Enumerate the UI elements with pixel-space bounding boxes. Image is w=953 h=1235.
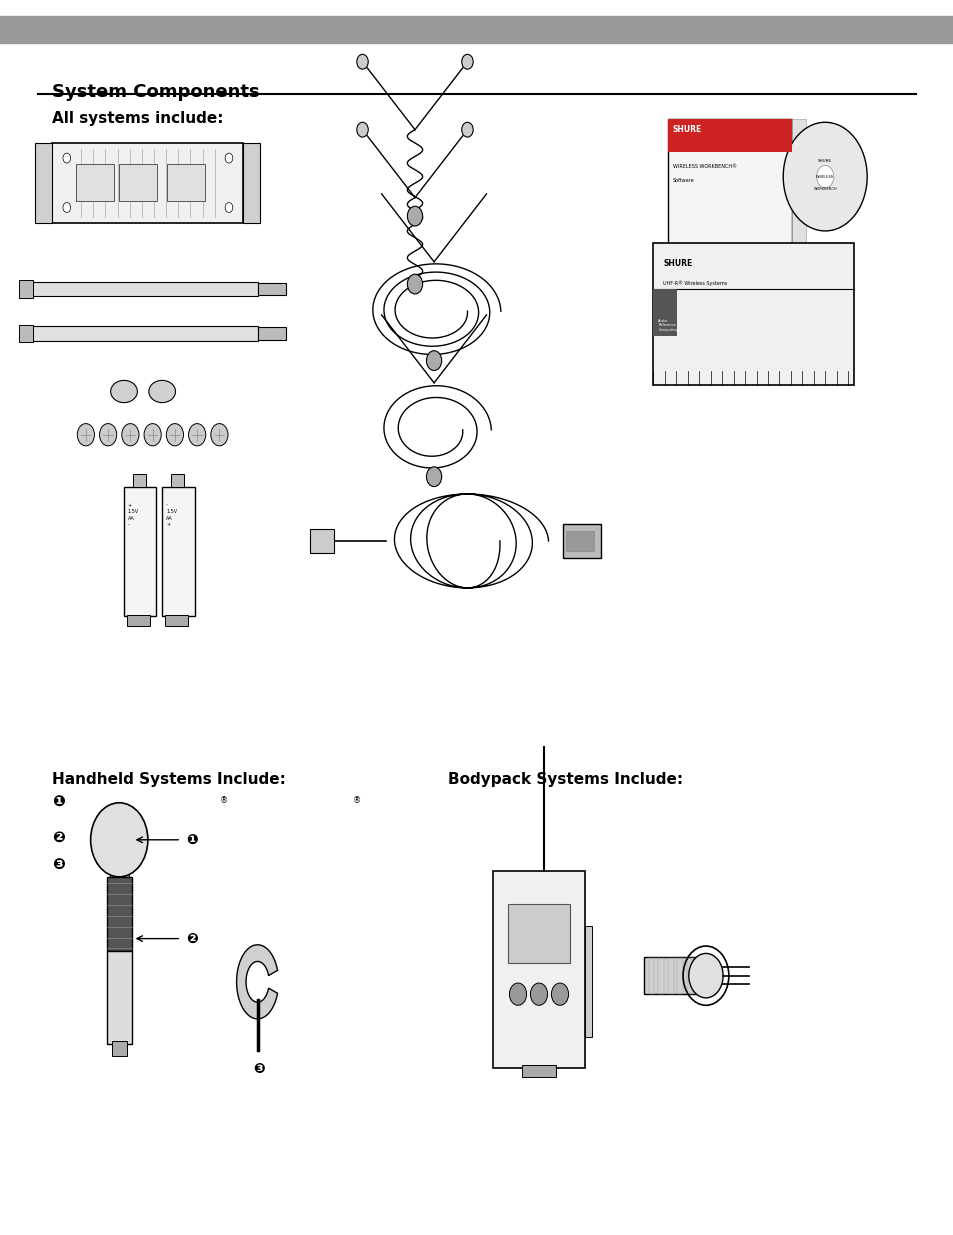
Bar [29, 326, 257, 341]
Bar [565, 531, 594, 551]
Bar [112, 1041, 127, 1056]
Text: ❸: ❸ [253, 1062, 264, 1076]
Circle shape [225, 203, 233, 212]
Bar [19, 280, 33, 298]
Bar [653, 243, 853, 385]
Bar [791, 119, 805, 247]
Bar [162, 487, 194, 616]
Text: ❷: ❷ [186, 931, 197, 946]
Circle shape [63, 153, 71, 163]
Bar [29, 282, 257, 296]
Circle shape [461, 122, 473, 137]
Circle shape [211, 424, 228, 446]
Circle shape [426, 467, 441, 487]
Bar [52, 142, 243, 224]
Text: SHURE: SHURE [672, 125, 701, 133]
Circle shape [688, 953, 722, 998]
Polygon shape [236, 945, 277, 1019]
Circle shape [551, 983, 568, 1005]
Circle shape [356, 54, 368, 69]
Text: UHF-R® Wireless Systems: UHF-R® Wireless Systems [662, 280, 726, 287]
Text: WIRELESS WORKBENCH®: WIRELESS WORKBENCH® [672, 164, 736, 169]
Circle shape [407, 206, 422, 226]
Bar [132, 474, 146, 487]
Circle shape [426, 351, 441, 370]
Bar [310, 529, 334, 553]
Bar [110, 840, 129, 877]
Text: SHURE: SHURE [662, 259, 692, 268]
Text: ®: ® [219, 795, 228, 805]
Circle shape [782, 122, 866, 231]
Bar [257, 283, 286, 295]
Circle shape [509, 983, 526, 1005]
Circle shape [122, 424, 139, 446]
Text: -
1.5V
AA
+: - 1.5V AA + [166, 503, 177, 527]
Text: WIRELESS: WIRELESS [816, 174, 833, 179]
Circle shape [530, 983, 547, 1005]
Bar [653, 289, 677, 336]
Bar [667, 957, 673, 994]
Circle shape [166, 424, 183, 446]
Circle shape [225, 153, 233, 163]
Bar [667, 119, 791, 247]
Circle shape [99, 424, 116, 446]
Text: ❶: ❶ [186, 832, 197, 847]
Bar [686, 957, 692, 994]
Bar [167, 164, 205, 201]
Text: +
1.5V
AA
-: + 1.5V AA - [128, 503, 139, 527]
Circle shape [144, 424, 161, 446]
Text: ❷: ❷ [52, 830, 65, 845]
Text: All systems include:: All systems include: [52, 111, 224, 126]
Text: Bodypack Systems Include:: Bodypack Systems Include: [448, 772, 682, 787]
Bar [127, 615, 150, 626]
Circle shape [356, 122, 368, 137]
Bar [677, 957, 682, 994]
Circle shape [816, 165, 833, 188]
Ellipse shape [149, 380, 175, 403]
Bar [667, 119, 791, 152]
Bar [107, 951, 132, 1044]
Bar [257, 327, 286, 340]
Circle shape [91, 803, 148, 877]
Bar [648, 957, 654, 994]
Circle shape [407, 274, 422, 294]
Text: SHURE: SHURE [818, 158, 831, 163]
Bar [165, 615, 188, 626]
Bar [243, 142, 260, 224]
Text: ❸: ❸ [52, 857, 65, 872]
Bar [124, 487, 156, 616]
Text: System Components: System Components [52, 83, 260, 101]
Bar [562, 524, 600, 558]
Bar [508, 904, 569, 963]
Bar [493, 871, 584, 1068]
Circle shape [189, 424, 206, 446]
Bar [0, 16, 953, 43]
Bar [19, 325, 33, 342]
Text: Handheld Systems Include:: Handheld Systems Include: [52, 772, 286, 787]
Bar [643, 957, 700, 994]
Ellipse shape [111, 380, 137, 403]
Bar [171, 474, 184, 487]
Bar [584, 926, 592, 1037]
Bar [119, 164, 157, 201]
Bar [35, 142, 52, 224]
Circle shape [461, 54, 473, 69]
Bar [107, 877, 132, 951]
Text: ®: ® [353, 795, 361, 805]
Text: Audio
Reference
Computing: Audio Reference Computing [658, 319, 678, 332]
Bar [521, 1065, 556, 1077]
Bar [658, 957, 663, 994]
Circle shape [77, 424, 94, 446]
Text: ❶: ❶ [52, 795, 65, 810]
Bar [76, 164, 114, 201]
Circle shape [63, 203, 71, 212]
Text: Software: Software [672, 178, 694, 183]
Text: WORKBENCH: WORKBENCH [813, 186, 836, 191]
